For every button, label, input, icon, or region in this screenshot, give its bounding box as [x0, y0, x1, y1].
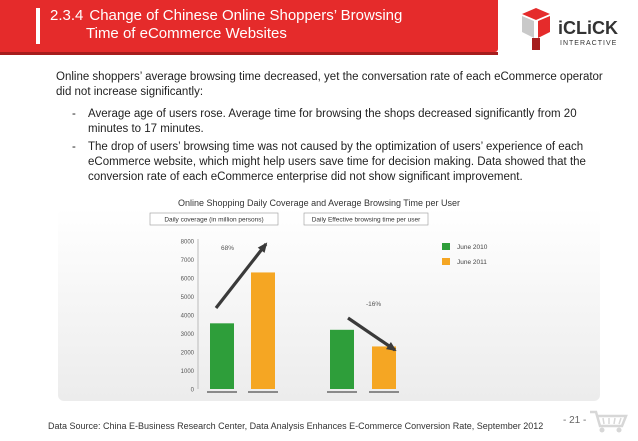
y-tick-label: 1000	[181, 369, 195, 375]
chart-title: Online Shopping Daily Coverage and Avera…	[178, 198, 460, 208]
annotation-label: -16%	[366, 301, 381, 308]
shopping-cart-icon	[590, 410, 628, 433]
y-tick-label: 0	[191, 388, 195, 394]
trend-arrow	[347, 316, 396, 352]
chart-panel: 0 1000 2000 3000 4000 5000 6000 7000 8000 Daily c…	[58, 208, 600, 401]
legend-swatch	[442, 243, 450, 250]
title-marker	[36, 8, 40, 44]
y-tick-label: 4000	[181, 314, 195, 320]
category-header-box	[303, 212, 429, 226]
title-bar: 2.3.4 Change of Chinese Online Shoppers’ …	[0, 0, 498, 55]
legend-label: June 2011	[457, 259, 487, 266]
bullet-list: Average age of users rose. Average time …	[72, 107, 602, 188]
y-tick-label: 3000	[181, 332, 195, 338]
page-title: 2.3.4 Change of Chinese Online Shoppers’ …	[50, 7, 402, 43]
logo-mark	[522, 8, 550, 50]
trend-arrow-head	[257, 242, 268, 253]
bar-june-2010	[330, 329, 354, 389]
title-line-1: Change of Chinese Online Shoppers’ Brows…	[89, 7, 403, 24]
category-label: Daily coverage (in million persons)	[164, 217, 263, 224]
y-tick-label: 5000	[181, 295, 195, 301]
bullet-item: Average age of users rose. Average time …	[72, 107, 602, 137]
section-number: 2.3.4	[50, 7, 84, 24]
y-tick-label: 7000	[181, 258, 195, 264]
legend-label: June 2010	[457, 244, 488, 251]
bar-base	[207, 391, 237, 393]
page-number: - 21 -	[563, 415, 587, 426]
bar-june-2011	[372, 346, 396, 389]
chart: 0 1000 2000 3000 4000 5000 6000 7000 8000 Daily c…	[149, 212, 488, 394]
bar-base	[327, 391, 357, 393]
bullet-item: The drop of users’ browsing time was not…	[72, 140, 602, 185]
category-header-box	[149, 212, 279, 226]
category-label: Daily Effective browsing time per user	[312, 217, 421, 224]
bar-june-2010	[210, 323, 234, 389]
bar-june-2011	[251, 272, 275, 389]
logo-brand: iCLiCK	[558, 18, 618, 38]
trend-arrow	[214, 243, 268, 309]
iclick-logo-icon: iCLiCK INTERACTIVE	[522, 8, 618, 50]
trend-arrow-head	[386, 341, 397, 352]
bar-base	[369, 391, 399, 393]
legend-swatch	[442, 258, 450, 265]
y-tick-label: 6000	[181, 277, 195, 283]
logo-subbrand: INTERACTIVE	[560, 40, 617, 47]
intro-text: Online shoppers’ average browsing time d…	[56, 71, 603, 98]
title-line-2: Time of eCommerce Websites	[86, 25, 287, 42]
y-tick-label: 2000	[181, 351, 195, 357]
data-source: Data Source: China E-Business Research C…	[48, 421, 544, 431]
annotation-label: 68%	[221, 245, 234, 252]
y-tick-label: 8000	[181, 240, 195, 246]
bar-base	[248, 391, 278, 393]
